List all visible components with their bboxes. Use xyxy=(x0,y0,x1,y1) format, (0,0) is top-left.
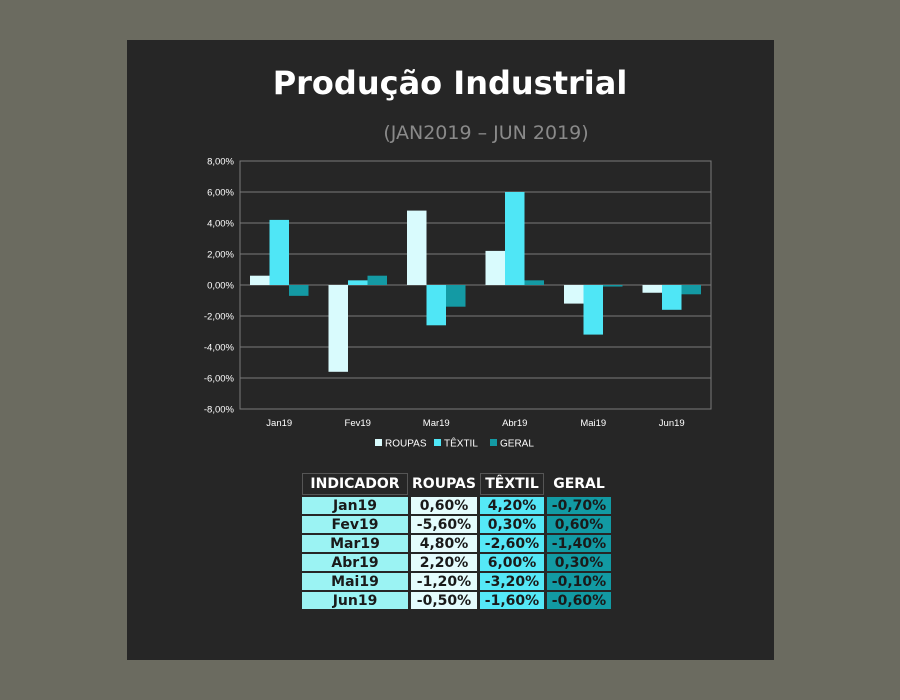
header-roupas: ROUPAS xyxy=(411,473,477,495)
cell-indicador: Abr19 xyxy=(302,554,408,571)
y-tick-label: -8,00% xyxy=(204,405,235,416)
x-tick-label: Mai19 xyxy=(580,418,606,429)
table-row: Fev19 -5,60% 0,30% 0,60% xyxy=(302,516,611,533)
y-tick-label: 4,00% xyxy=(207,219,234,230)
legend-swatch xyxy=(375,439,382,446)
bar-textil xyxy=(269,219,289,285)
legend-label: TÊXTIL xyxy=(444,437,478,450)
bar-textil xyxy=(583,285,603,335)
cell-textil: -3,20% xyxy=(480,573,544,590)
cell-geral: 0,30% xyxy=(547,554,611,571)
cell-textil: 0,30% xyxy=(480,516,544,533)
cell-geral: 0,60% xyxy=(547,516,611,533)
table-row: Mai19 -1,20% -3,20% -0,10% xyxy=(302,573,611,590)
bar-roupas xyxy=(250,275,270,285)
x-tick-label: Mar19 xyxy=(423,418,450,429)
table-header-row: INDICADOR ROUPAS TÊXTIL GERAL xyxy=(302,473,611,495)
cell-indicador: Jun19 xyxy=(302,592,408,609)
y-tick-label: -4,00% xyxy=(204,343,235,354)
table-row: Jan19 0,60% 4,20% -0,70% xyxy=(302,497,611,514)
cell-geral: -1,40% xyxy=(547,535,611,552)
legend-swatch xyxy=(490,439,497,446)
bar-textil xyxy=(662,285,682,310)
cell-geral: -0,70% xyxy=(547,497,611,514)
x-tick-label: Jan19 xyxy=(266,418,292,429)
page-subtitle: (JAN2019 – JUN 2019) xyxy=(383,122,589,144)
table-row: Mar19 4,80% -2,60% -1,40% xyxy=(302,535,611,552)
legend-label: GERAL xyxy=(500,439,534,450)
y-tick-label: -6,00% xyxy=(204,374,235,385)
cell-roupas: 4,80% xyxy=(411,535,477,552)
bar-geral xyxy=(603,285,623,287)
table-row: Jun19 -0,50% -1,60% -0,60% xyxy=(302,592,611,609)
cell-geral: -0,60% xyxy=(547,592,611,609)
legend-label: ROUPAS xyxy=(385,439,427,450)
cell-roupas: 0,60% xyxy=(411,497,477,514)
cell-textil: -2,60% xyxy=(480,535,544,552)
cell-indicador: Mar19 xyxy=(302,535,408,552)
cell-geral: -0,10% xyxy=(547,573,611,590)
bar-textil xyxy=(426,285,446,326)
cell-roupas: -5,60% xyxy=(411,516,477,533)
cell-textil: -1,60% xyxy=(480,592,544,609)
bar-roupas xyxy=(642,285,662,293)
x-tick-label: Jun19 xyxy=(659,418,685,429)
cell-roupas: -0,50% xyxy=(411,592,477,609)
bar-geral xyxy=(446,285,466,307)
bar-roupas xyxy=(564,285,584,304)
page-title: Produção Industrial xyxy=(272,64,628,102)
header-textil: TÊXTIL xyxy=(480,473,544,495)
bar-textil xyxy=(348,280,368,285)
bar-geral xyxy=(367,275,387,285)
y-tick-label: 8,00% xyxy=(207,157,234,168)
bar-roupas xyxy=(407,210,427,285)
y-tick-label: 0,00% xyxy=(207,281,234,292)
y-tick-label: 2,00% xyxy=(207,250,234,261)
legend-swatch xyxy=(434,439,441,446)
x-tick-label: Abr19 xyxy=(502,418,527,429)
cell-indicador: Jan19 xyxy=(302,497,408,514)
cell-textil: 4,20% xyxy=(480,497,544,514)
bar-textil xyxy=(505,192,525,285)
cell-indicador: Mai19 xyxy=(302,573,408,590)
cell-roupas: -1,20% xyxy=(411,573,477,590)
table-row: Abr19 2,20% 6,00% 0,30% xyxy=(302,554,611,571)
y-tick-label: 6,00% xyxy=(207,188,234,199)
bar-roupas xyxy=(328,285,348,372)
header-indicador: INDICADOR xyxy=(302,473,408,495)
x-tick-label: Fev19 xyxy=(345,418,371,429)
bar-geral xyxy=(524,280,544,285)
indicator-table: INDICADOR ROUPAS TÊXTIL GERAL Jan19 0,60… xyxy=(299,471,614,611)
header-geral: GERAL xyxy=(547,473,611,495)
cell-textil: 6,00% xyxy=(480,554,544,571)
cell-indicador: Fev19 xyxy=(302,516,408,533)
y-tick-label: -2,00% xyxy=(204,312,235,323)
bar-roupas xyxy=(485,250,505,285)
cell-roupas: 2,20% xyxy=(411,554,477,571)
bar-geral xyxy=(681,285,701,295)
bar-geral xyxy=(289,285,309,296)
